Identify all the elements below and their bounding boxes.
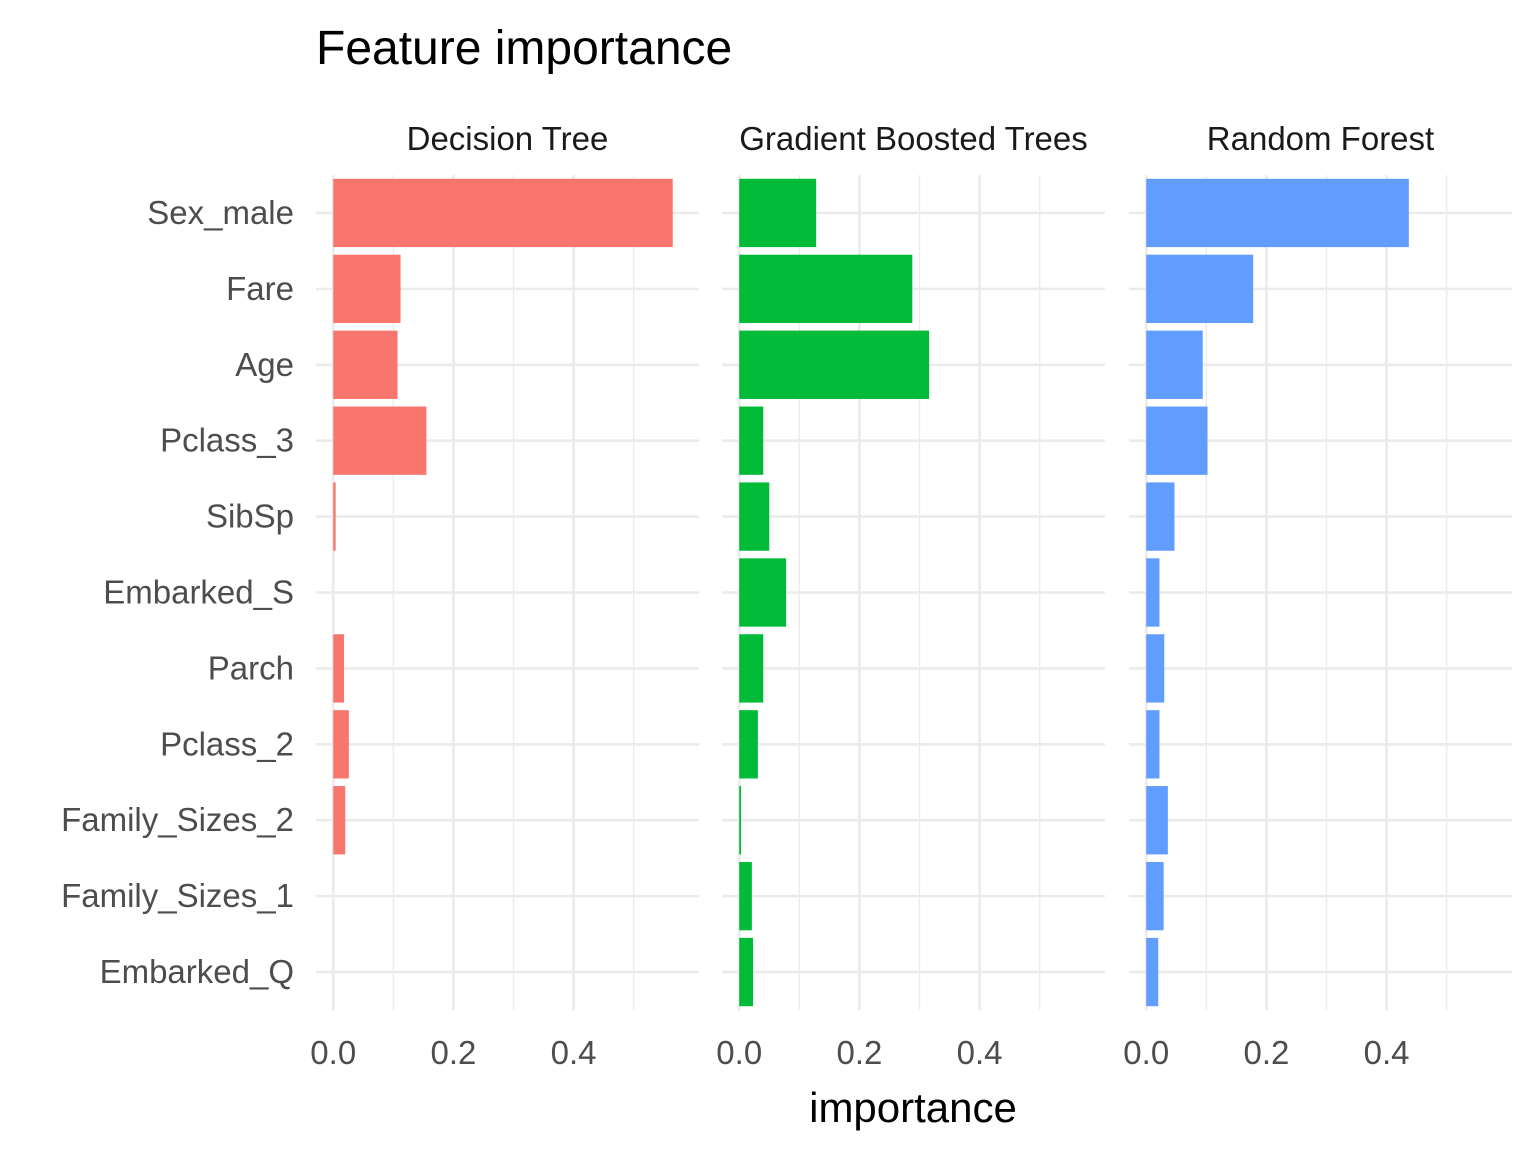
x-tick-label: 0.2 [1243,1034,1289,1071]
y-tick-label: Embarked_Q [100,953,294,990]
bar [739,406,764,475]
bar [333,482,336,551]
y-tick-label: Sex_male [147,194,294,231]
facet-label: Random Forest [1207,120,1434,157]
x-tick-label: 0.0 [716,1034,762,1071]
y-tick-label: SibSp [206,498,294,535]
x-tick-label: 0.2 [836,1034,882,1071]
y-tick-label: Pclass_2 [160,725,294,762]
bar [333,254,401,324]
bar [739,254,913,324]
bar [333,710,349,779]
x-tick-label: 0.4 [551,1034,597,1071]
y-tick-label: Age [235,346,294,383]
bar [739,937,754,1007]
facet-label: Decision Tree [407,120,609,157]
x-tick-label: 0.0 [1123,1034,1169,1071]
bar [1146,254,1254,324]
facet-panel: Gradient Boosted Trees 0.0 0.2 0.4 [716,120,1105,1071]
bar [1146,634,1165,703]
bar [739,634,764,703]
bar [739,558,787,627]
bar [333,406,427,475]
bar [1146,937,1159,1007]
bar [739,710,758,779]
x-tick-label: 0.2 [430,1034,476,1071]
bar [333,786,346,855]
facet-panel: Decision Tree 0.0 0.2 0.4 [310,120,699,1071]
bar [1146,861,1164,931]
bar [1146,786,1168,855]
bar [739,861,752,931]
y-tick-label: Pclass_3 [160,422,294,459]
x-axis-label: importance [809,1084,1017,1131]
x-tick-label: 0.4 [957,1034,1003,1071]
bar [333,634,345,703]
bar [739,482,770,551]
bar [1146,482,1175,551]
bar [1146,406,1208,475]
y-tick-label: Parch [208,649,294,686]
bar [1146,330,1203,399]
bar [739,178,817,248]
bar [1146,558,1160,627]
chart-title: Feature importance [316,22,732,75]
bar [739,330,930,399]
y-tick-label: Family_Sizes_2 [61,801,294,838]
x-tick-label: 0.0 [310,1034,356,1071]
bar [739,786,742,855]
y-tick-label: Family_Sizes_1 [61,877,294,914]
y-tick-label: Fare [226,270,294,307]
bar [1146,710,1160,779]
y-axis-ticks: Sex_male Fare Age Pclass_3 SibSp Embarked_S Pa… [61,194,294,990]
bar [333,178,673,248]
bar [1146,178,1409,248]
facet-panel: Random Forest 0.0 0.2 0.4 [1123,120,1512,1071]
y-tick-label: Embarked_S [103,574,294,611]
bar [333,330,398,399]
x-tick-label: 0.4 [1364,1034,1410,1071]
facet-label: Gradient Boosted Trees [739,120,1088,157]
